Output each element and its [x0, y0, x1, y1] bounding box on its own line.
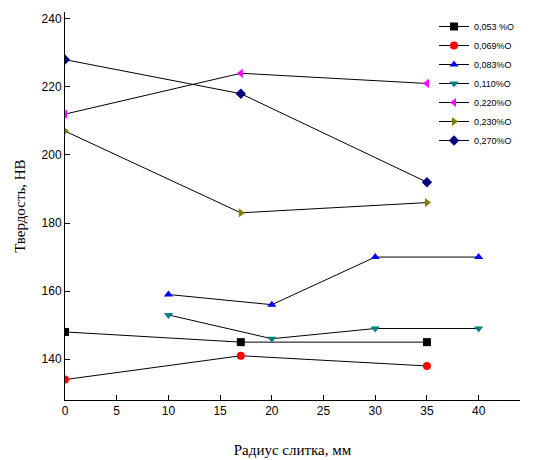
svg-text:140: 140: [42, 352, 62, 366]
svg-text:Твердость, НВ: Твердость, НВ: [12, 159, 28, 252]
svg-text:35: 35: [420, 404, 434, 418]
svg-text:40: 40: [472, 404, 486, 418]
svg-text:180: 180: [42, 216, 62, 230]
svg-text:160: 160: [42, 284, 62, 298]
svg-text:200: 200: [42, 148, 62, 162]
svg-text:Радиус слитка, мм: Радиус слитка, мм: [234, 442, 352, 458]
svg-text:240: 240: [42, 12, 62, 26]
svg-text:0,220%O: 0,220%O: [474, 98, 512, 108]
svg-text:0,053 %O: 0,053 %O: [474, 22, 514, 32]
svg-text:0,110%O: 0,110%O: [474, 79, 511, 89]
svg-text:0: 0: [62, 404, 69, 418]
svg-text:0,230%O: 0,230%O: [474, 117, 512, 127]
svg-text:5: 5: [113, 404, 120, 418]
svg-text:20: 20: [265, 404, 279, 418]
svg-text:15: 15: [213, 404, 227, 418]
svg-text:10: 10: [162, 404, 176, 418]
svg-text:0,270%O: 0,270%O: [474, 136, 512, 146]
svg-text:0,069%O: 0,069%O: [474, 41, 512, 51]
svg-text:30: 30: [369, 404, 383, 418]
svg-text:220: 220: [42, 80, 62, 94]
svg-text:0,083%O: 0,083%O: [474, 60, 512, 70]
svg-text:25: 25: [317, 404, 331, 418]
